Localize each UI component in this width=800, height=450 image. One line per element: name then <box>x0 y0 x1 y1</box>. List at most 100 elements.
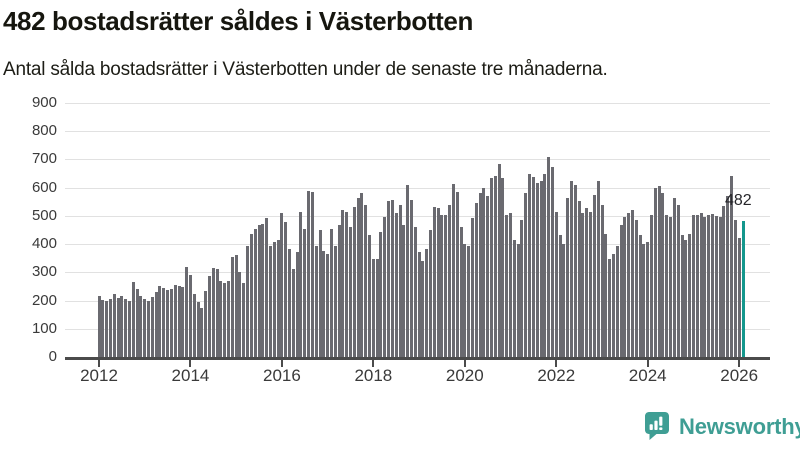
bar <box>188 274 192 357</box>
bar <box>318 230 322 357</box>
bar <box>192 293 196 357</box>
bar <box>101 299 105 357</box>
bar <box>276 240 280 357</box>
bar <box>227 280 231 357</box>
bar <box>307 191 311 357</box>
bar <box>257 225 261 357</box>
bar <box>131 282 135 357</box>
bar <box>341 209 345 357</box>
bar <box>383 216 387 357</box>
bar <box>268 245 272 357</box>
bar <box>436 208 440 357</box>
bar <box>314 245 318 357</box>
bar <box>421 261 425 357</box>
y-tick-label: 800 <box>31 122 57 140</box>
bar <box>642 243 646 357</box>
bar <box>204 291 208 357</box>
bar <box>566 198 570 357</box>
bar <box>558 235 562 357</box>
bar <box>215 268 219 357</box>
bar <box>299 211 303 357</box>
y-tick-label: 600 <box>31 178 57 196</box>
bar <box>310 192 314 357</box>
bar <box>501 177 505 357</box>
bar <box>531 177 535 357</box>
bar <box>730 176 734 357</box>
bar <box>672 198 676 357</box>
newsworthy-logo-icon <box>644 411 670 442</box>
bar <box>398 204 402 357</box>
bar <box>185 267 189 357</box>
y-tick-label: 0 <box>48 348 57 365</box>
x-tick-mark <box>98 360 100 367</box>
newsworthy-brand-logo: Newsworthy <box>644 411 800 442</box>
bar <box>379 231 383 357</box>
bar <box>646 242 650 357</box>
bar <box>208 276 211 357</box>
bar <box>219 280 223 357</box>
bar <box>665 215 669 357</box>
bar <box>253 228 257 357</box>
bar <box>177 286 181 357</box>
bar <box>573 184 577 357</box>
x-tick-label: 2026 <box>720 366 759 385</box>
bar <box>543 173 547 357</box>
bar <box>402 225 406 357</box>
bar <box>611 253 615 357</box>
x-tick-mark <box>372 360 375 367</box>
bar <box>528 174 532 357</box>
bar <box>680 235 684 357</box>
bar <box>535 182 539 357</box>
bar <box>737 237 741 357</box>
bar <box>158 285 162 357</box>
bar <box>509 213 513 357</box>
bar <box>604 233 608 357</box>
latest-value-label: 482 <box>725 191 752 209</box>
bar <box>592 194 596 357</box>
bar <box>387 201 391 357</box>
bar <box>329 228 333 357</box>
bar <box>303 228 307 357</box>
bar <box>280 213 284 357</box>
bar <box>337 225 341 357</box>
bar <box>291 269 295 357</box>
x-tick-label: 2014 <box>171 366 210 385</box>
bar <box>230 257 234 357</box>
bar <box>139 295 143 357</box>
bar <box>711 213 714 357</box>
bar <box>360 193 364 357</box>
bar <box>417 252 421 357</box>
bar <box>345 211 349 357</box>
bar <box>497 164 501 357</box>
y-tick-label: 400 <box>31 235 57 253</box>
x-tick-label: 2018 <box>354 366 393 385</box>
bar <box>695 215 699 357</box>
bar <box>661 193 665 357</box>
y-tick-label: 700 <box>31 150 57 168</box>
bar <box>463 243 467 357</box>
bar <box>600 204 604 357</box>
bar <box>322 250 326 357</box>
bar <box>493 176 497 357</box>
bar <box>684 240 688 357</box>
bar <box>409 199 413 357</box>
bar <box>638 235 642 357</box>
bar <box>550 167 554 357</box>
x-tick-label: 2024 <box>628 366 667 385</box>
bar <box>333 245 337 357</box>
bar <box>116 297 120 357</box>
bar <box>489 177 493 357</box>
bar <box>585 208 589 357</box>
bar <box>733 219 737 357</box>
bar <box>154 292 158 357</box>
bar <box>429 230 433 357</box>
chart-title: 482 bostadsrätter såldes i Västerbotten <box>3 6 473 36</box>
bar <box>295 252 299 357</box>
bar <box>448 204 452 357</box>
bar <box>657 186 661 357</box>
bar <box>169 289 173 357</box>
bar <box>444 215 448 357</box>
bar <box>627 213 631 357</box>
bar <box>120 296 124 357</box>
bar <box>196 301 200 357</box>
